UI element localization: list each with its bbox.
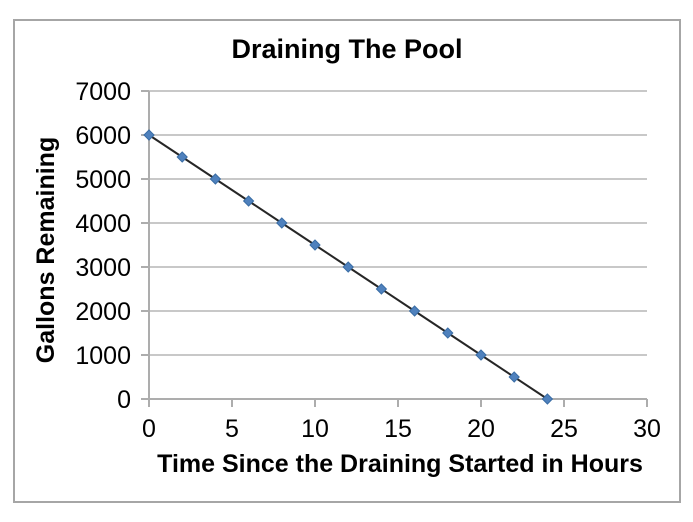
- data-point-marker: [143, 129, 155, 141]
- x-tick-label: 5: [225, 415, 239, 443]
- data-point-marker: [442, 327, 454, 339]
- x-axis-title: Time Since the Draining Started in Hours: [157, 450, 643, 478]
- gridline-layer: [149, 90, 647, 400]
- x-tick-label: 30: [633, 415, 661, 443]
- y-axis-title: Gallons Remaining: [32, 137, 60, 363]
- chart-border: [13, 19, 681, 503]
- y-tick-label: 4000: [75, 210, 131, 238]
- chart-title: Draining The Pool: [231, 34, 462, 64]
- x-tick-label: 15: [384, 415, 412, 443]
- data-point-marker: [541, 393, 554, 405]
- data-point-marker: [375, 283, 388, 295]
- y-tick-label: 3000: [75, 254, 131, 282]
- data-point-marker: [209, 173, 222, 185]
- data-point-marker: [408, 305, 421, 317]
- x-tick-label: 10: [301, 415, 329, 443]
- x-tick-label: 25: [550, 415, 578, 443]
- x-tick-label: 0: [142, 415, 156, 443]
- data-point-marker: [342, 261, 354, 273]
- data-series-layer: [143, 129, 554, 405]
- y-tick-label: 2000: [75, 298, 131, 326]
- axis-layer: [141, 90, 648, 407]
- tick-label-layer: 0 1000 2000 3000 4000 5000 6000 7000 0 5 10 15 20 25 3…: [75, 78, 661, 443]
- y-tick-label: 1000: [75, 342, 131, 370]
- y-tick-label: 5000: [75, 166, 131, 194]
- data-point-marker: [242, 195, 255, 207]
- data-point-marker: [276, 217, 288, 229]
- data-point-marker: [475, 349, 487, 361]
- x-tick-label: 20: [467, 415, 495, 443]
- data-point-marker: [176, 151, 188, 163]
- y-tick-label: 6000: [75, 122, 131, 150]
- data-point-marker: [309, 239, 321, 251]
- y-tick-label: 0: [117, 386, 131, 414]
- data-point-marker: [508, 371, 520, 383]
- y-tick-label: 7000: [75, 78, 131, 106]
